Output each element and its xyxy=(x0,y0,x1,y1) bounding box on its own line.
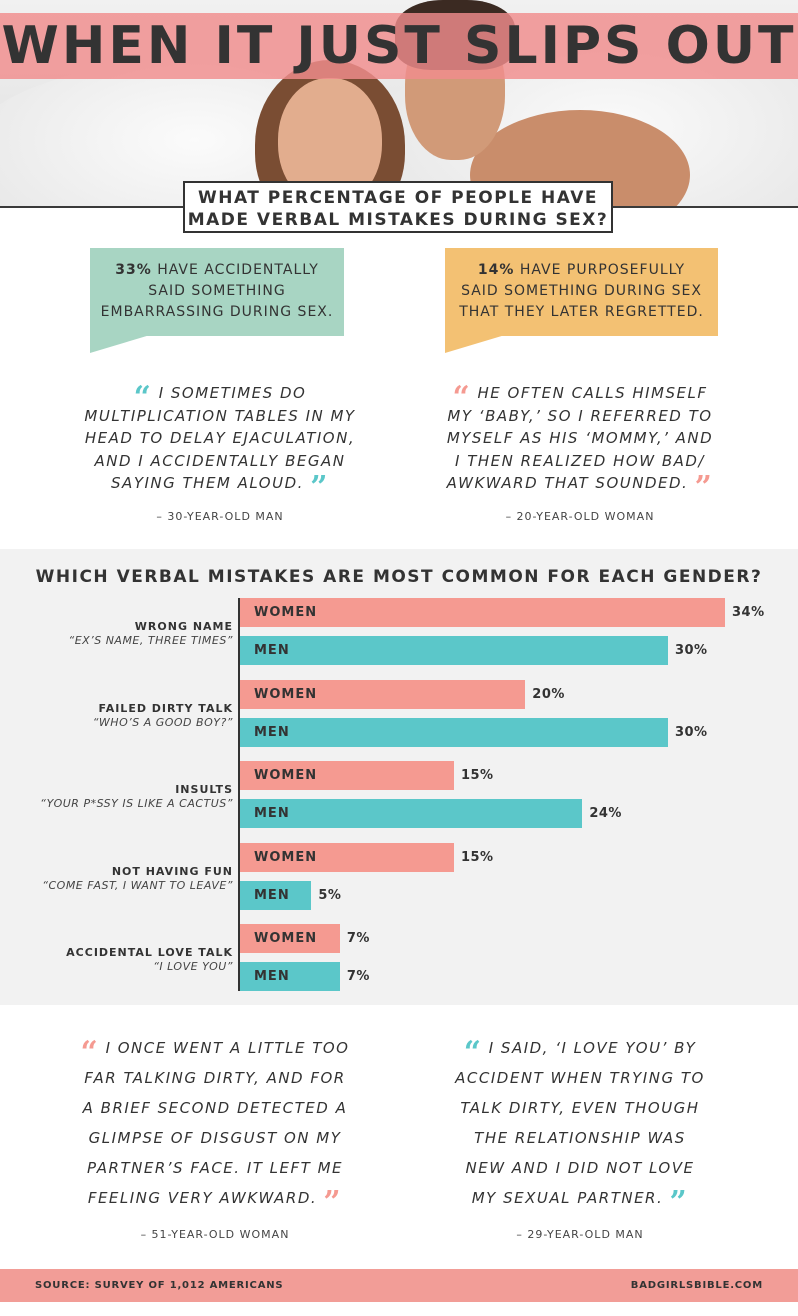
stat-text: THAT THEY LATER REGRETTED. xyxy=(459,304,704,320)
data-label: 7% xyxy=(346,969,370,984)
bar-women: WOMEN xyxy=(240,679,526,709)
bar-women: WOMEN xyxy=(240,761,454,790)
bar-men: MEN xyxy=(240,717,668,747)
bar-men: MEN xyxy=(240,636,668,665)
category-label: ACCIDENTAL LOVE TALK xyxy=(66,946,233,959)
data-label: 15% xyxy=(460,849,494,865)
chart-axis xyxy=(238,598,240,991)
quote-line: NEW AND I DID NOT LOVE xyxy=(465,1159,695,1177)
quote-line: THE RELATIONSHIP WAS xyxy=(474,1129,686,1147)
quote-line: AND I ACCIDENTALLY BEGAN xyxy=(94,451,346,470)
stat-bubble-accidental: 33% HAVE ACCIDENTALLY SAID SOMETHING EMB… xyxy=(90,248,344,336)
category-label: NOT HAVING FUN xyxy=(111,864,233,878)
data-label: 30% xyxy=(674,724,708,740)
attribution: – 20-YEAR-OLD WOMAN xyxy=(505,510,655,523)
stat-percent: 14% xyxy=(477,262,515,278)
quote-line: GLIMPSE OF DISGUST ON MY xyxy=(88,1129,342,1147)
source-note: SOURCE: SURVEY OF 1,012 AMERICANS xyxy=(35,1280,284,1291)
quote-line: I ONCE WENT A LITTLE TOO xyxy=(105,1039,350,1057)
open-quote-icon: “ xyxy=(133,380,153,415)
quote-top-right: “ HE OFTEN CALLS HIMSELF MY ‘BABY,’ SO I… xyxy=(430,380,730,503)
category-quote: “EX’S NAME, THREE TIMES” xyxy=(68,634,233,647)
open-quote-icon: “ xyxy=(452,380,472,415)
quote-line: TALK DIRTY, EVEN THOUGH xyxy=(460,1099,700,1117)
attribution: – 51-YEAR-OLD WOMAN xyxy=(140,1228,290,1241)
quote-line: MYSELF AS HIS ‘MOMMY,’ AND xyxy=(446,429,714,447)
data-label: 34% xyxy=(732,605,765,620)
quote-top-left: “ I SOMETIMES DO MULTIPLICATION TABLES I… xyxy=(70,380,370,503)
data-label: 24% xyxy=(589,806,622,821)
quote-line: A BRIEF SECOND DETECTED A xyxy=(82,1099,348,1117)
speech-tail xyxy=(90,335,150,353)
quote-line: FAR TALKING DIRTY, AND FOR xyxy=(84,1069,346,1087)
stat-text: EMBARRASSING DURING SEX. xyxy=(100,304,334,320)
quote-line: ACCIDENT WHEN TRYING TO xyxy=(455,1069,705,1087)
stat-text: HAVE PURPOSEFULLY xyxy=(514,262,686,278)
stat-percent: 33% xyxy=(115,262,152,278)
category-label: FAILED DIRTY TALK xyxy=(98,701,233,715)
quote-line: HE OFTEN CALLS HIMSELF xyxy=(477,384,708,402)
open-quote-icon: “ xyxy=(80,1035,100,1070)
attribution: – 30-YEAR-OLD MAN xyxy=(156,510,284,523)
question-line-1: WHAT PERCENTAGE OF PEOPLE HAVE xyxy=(197,188,599,208)
chart-title: WHICH VERBAL MISTAKES ARE MOST COMMON FO… xyxy=(35,567,763,587)
footer-bar xyxy=(0,1269,798,1302)
bar-women: WOMEN xyxy=(240,598,725,627)
data-label: 20% xyxy=(532,686,565,702)
question-line-2: MADE VERBAL MISTAKES DURING SEX? xyxy=(187,210,609,230)
data-label: 5% xyxy=(318,887,342,903)
category-quote: “WHO’S A GOOD BOY?” xyxy=(92,715,233,729)
attribution: – 29-YEAR-OLD MAN xyxy=(516,1228,644,1241)
data-label: 30% xyxy=(674,643,708,658)
stat-text: HAVE ACCIDENTALLY xyxy=(151,262,319,278)
stat-text: SAID SOMETHING xyxy=(148,283,286,299)
close-quote-icon: ” xyxy=(310,470,329,505)
quote-line: HEAD TO DELAY EJACULATION, xyxy=(84,429,356,447)
title-banner xyxy=(0,13,798,79)
bar-men: MEN xyxy=(240,962,340,991)
quote-bottom-left: “ I ONCE WENT A LITTLE TOO FAR TALKING D… xyxy=(55,1033,375,1218)
quote-line: MY ‘BABY,’ SO I REFERRED TO xyxy=(447,406,713,425)
category-quote: “I LOVE YOU” xyxy=(153,960,233,973)
quote-line: SAYING THEM ALOUD. xyxy=(111,474,304,492)
stat-text: SAID SOMETHING DURING SEX xyxy=(461,283,702,299)
close-quote-icon: ” xyxy=(694,470,714,505)
stat-bubble-purposeful: 14% HAVE PURPOSEFULLY SAID SOMETHING DUR… xyxy=(445,248,718,336)
quote-line: I THEN REALIZED HOW BAD/ xyxy=(455,451,705,470)
bar-men: MEN xyxy=(240,799,583,828)
bar-women: WOMEN xyxy=(240,924,340,953)
quote-bottom-right: “ I SAID, ‘I LOVE YOU’ BY ACCIDENT WHEN … xyxy=(420,1033,740,1218)
quote-line: MY SEXUAL PARTNER. xyxy=(471,1189,664,1207)
site-credit[interactable]: BADGIRLSBIBLE.COM xyxy=(630,1280,763,1291)
category-quote: “YOUR P*SSY IS LIKE A CACTUS” xyxy=(40,797,233,810)
speech-tail xyxy=(445,335,505,353)
quote-line: I SAID, ‘I LOVE YOU’ BY xyxy=(488,1039,697,1057)
bar-women: WOMEN xyxy=(240,842,454,872)
quote-line: MULTIPLICATION TABLES IN MY xyxy=(84,406,356,425)
quote-line: FEELING VERY AWKWARD. xyxy=(87,1189,318,1207)
open-quote-icon: “ xyxy=(463,1035,483,1070)
bar-men: MEN xyxy=(240,880,312,910)
category-label: INSULTS xyxy=(175,783,233,796)
question-box: WHAT PERCENTAGE OF PEOPLE HAVE MADE VERB… xyxy=(183,181,613,233)
category-quote: “COME FAST, I WANT TO LEAVE” xyxy=(42,878,233,892)
quote-line: AWKWARD THAT SOUNDED. xyxy=(446,474,689,492)
close-quote-icon: ” xyxy=(669,1185,689,1220)
page-title: WHEN IT JUST SLIPS OUT xyxy=(1,16,797,76)
quote-line: I SOMETIMES DO xyxy=(158,384,307,402)
category-label: WRONG NAME xyxy=(134,620,233,633)
close-quote-icon: ” xyxy=(323,1185,343,1220)
quote-line: PARTNER’S FACE. IT LEFT ME xyxy=(87,1159,343,1177)
data-label: 15% xyxy=(460,768,494,783)
data-label: 7% xyxy=(346,931,370,946)
